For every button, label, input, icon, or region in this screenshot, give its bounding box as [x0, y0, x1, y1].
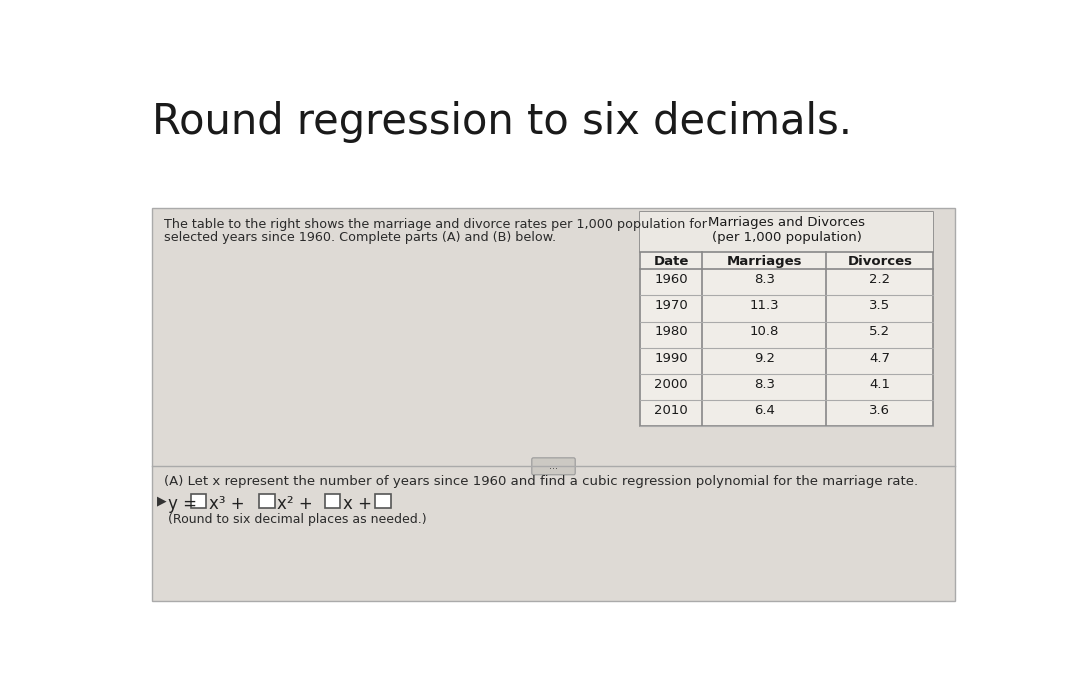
Bar	[640, 212, 933, 426]
Text: selected years since 1960. Complete parts (A) and (B) below.: selected years since 1960. Complete part…	[164, 231, 556, 244]
Text: 2.2: 2.2	[869, 273, 890, 286]
Bar	[325, 494, 340, 508]
Text: 8.3: 8.3	[754, 378, 774, 391]
FancyBboxPatch shape	[531, 458, 576, 475]
Text: x +: x +	[342, 495, 372, 513]
Text: ...: ...	[549, 461, 558, 471]
Text: x³ +: x³ +	[208, 495, 244, 513]
Bar	[152, 209, 955, 601]
Text: 2000: 2000	[654, 378, 688, 391]
Text: 1970: 1970	[654, 299, 688, 312]
Text: Round regression to six decimals.: Round regression to six decimals.	[152, 101, 852, 142]
Bar	[640, 212, 933, 252]
Text: 5.2: 5.2	[869, 326, 890, 339]
Text: 10.8: 10.8	[750, 326, 779, 339]
Text: Date: Date	[653, 254, 689, 267]
Text: Marriages: Marriages	[727, 254, 802, 267]
Text: 8.3: 8.3	[754, 273, 774, 286]
Bar	[375, 494, 391, 508]
Text: 1990: 1990	[654, 352, 688, 365]
Bar	[259, 494, 274, 508]
Text: 11.3: 11.3	[750, 299, 779, 312]
Text: (Round to six decimal places as needed.): (Round to six decimal places as needed.)	[167, 513, 427, 526]
Text: 4.1: 4.1	[869, 378, 890, 391]
Text: 1980: 1980	[654, 326, 688, 339]
Text: (per 1,000 population): (per 1,000 population)	[712, 231, 862, 244]
Text: Divorces: Divorces	[848, 254, 913, 267]
Text: The table to the right shows the marriage and divorce rates per 1,000 population: The table to the right shows the marriag…	[164, 218, 707, 231]
Text: (A) Let x represent the number of years since 1960 and find a cubic regression p: (A) Let x represent the number of years …	[164, 475, 919, 488]
Text: ▶: ▶	[157, 495, 166, 508]
Text: y =: y =	[167, 495, 197, 513]
Text: 4.7: 4.7	[869, 352, 890, 365]
Text: 3.5: 3.5	[869, 299, 890, 312]
Text: x² +: x² +	[276, 495, 312, 513]
Text: Marriages and Divorces: Marriages and Divorces	[708, 216, 865, 229]
Text: 9.2: 9.2	[754, 352, 774, 365]
Text: 6.4: 6.4	[754, 404, 774, 417]
Text: 1960: 1960	[654, 273, 688, 286]
Text: 3.6: 3.6	[869, 404, 890, 417]
Bar	[191, 494, 206, 508]
Text: 2010: 2010	[654, 404, 688, 417]
